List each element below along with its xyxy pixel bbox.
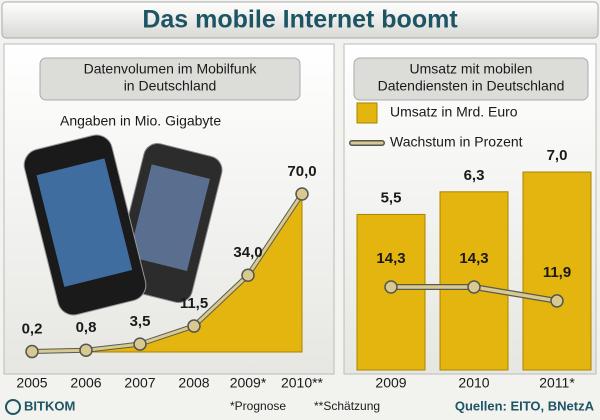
x-tick-label: 2010 bbox=[458, 375, 489, 391]
page-title: Das mobile Internet boomt bbox=[142, 6, 458, 34]
point bbox=[384, 280, 398, 294]
x-tick-label: 2009* bbox=[230, 375, 267, 391]
value-label: 14,3 bbox=[376, 250, 405, 267]
footnote: **Schätzung bbox=[314, 399, 380, 413]
title-bar bbox=[1, 1, 599, 39]
x-tick-label: 2007 bbox=[124, 375, 155, 391]
point bbox=[550, 294, 564, 308]
point bbox=[467, 280, 481, 294]
panel-title: Umsatz mit mobilen bbox=[410, 61, 533, 77]
panel-title: in Deutschland bbox=[124, 78, 217, 94]
value-label: 14,3 bbox=[459, 250, 488, 267]
left-title-box bbox=[39, 57, 301, 101]
point bbox=[133, 337, 147, 351]
x-tick-label: 2011* bbox=[539, 375, 575, 391]
value-label: 6,3 bbox=[464, 167, 485, 184]
value-label: 5,5 bbox=[381, 189, 402, 206]
point bbox=[25, 344, 39, 359]
x-tick-label: 2006 bbox=[70, 375, 101, 391]
value-label: 70,0 bbox=[287, 163, 316, 180]
value-label: 34,0 bbox=[233, 244, 262, 261]
right-title-box bbox=[353, 57, 589, 101]
x-tick-label: 2009 bbox=[375, 375, 406, 391]
value-label: 3,5 bbox=[130, 313, 151, 330]
line-inner bbox=[31, 193, 304, 354]
phone-illustration bbox=[23, 134, 223, 316]
panel-title: Datenvolumen im Mobilfunk bbox=[84, 61, 258, 77]
point bbox=[79, 343, 93, 357]
point bbox=[295, 187, 309, 201]
value-label: 11,5 bbox=[180, 295, 208, 312]
logo-icon bbox=[5, 399, 21, 415]
logo: BITKOM bbox=[24, 398, 75, 413]
point bbox=[187, 319, 201, 333]
value-label: 0,8 bbox=[76, 319, 97, 336]
value-label: 0,2 bbox=[22, 321, 43, 338]
x-tick-label: 2005 bbox=[16, 375, 47, 391]
chart-subtitle: Angaben in Mio. Gigabyte bbox=[60, 113, 221, 129]
x-tick-label: 2010** bbox=[281, 375, 324, 391]
footnote: *Prognose bbox=[230, 399, 286, 413]
point bbox=[241, 268, 255, 283]
source: Quellen: EITO, BNetzA bbox=[455, 398, 595, 413]
bar bbox=[522, 171, 592, 371]
value-label: 11,9 bbox=[543, 264, 571, 281]
panel-title: Datendiensten in Deutschland bbox=[378, 78, 565, 94]
legend-swatch bbox=[356, 102, 378, 124]
legend-label: Umsatz in Mrd. Euro bbox=[390, 104, 518, 120]
legend-label: Wachstum in Prozent bbox=[390, 134, 523, 150]
value-label: 7,0 bbox=[547, 147, 568, 164]
x-tick-label: 2008 bbox=[178, 375, 209, 391]
